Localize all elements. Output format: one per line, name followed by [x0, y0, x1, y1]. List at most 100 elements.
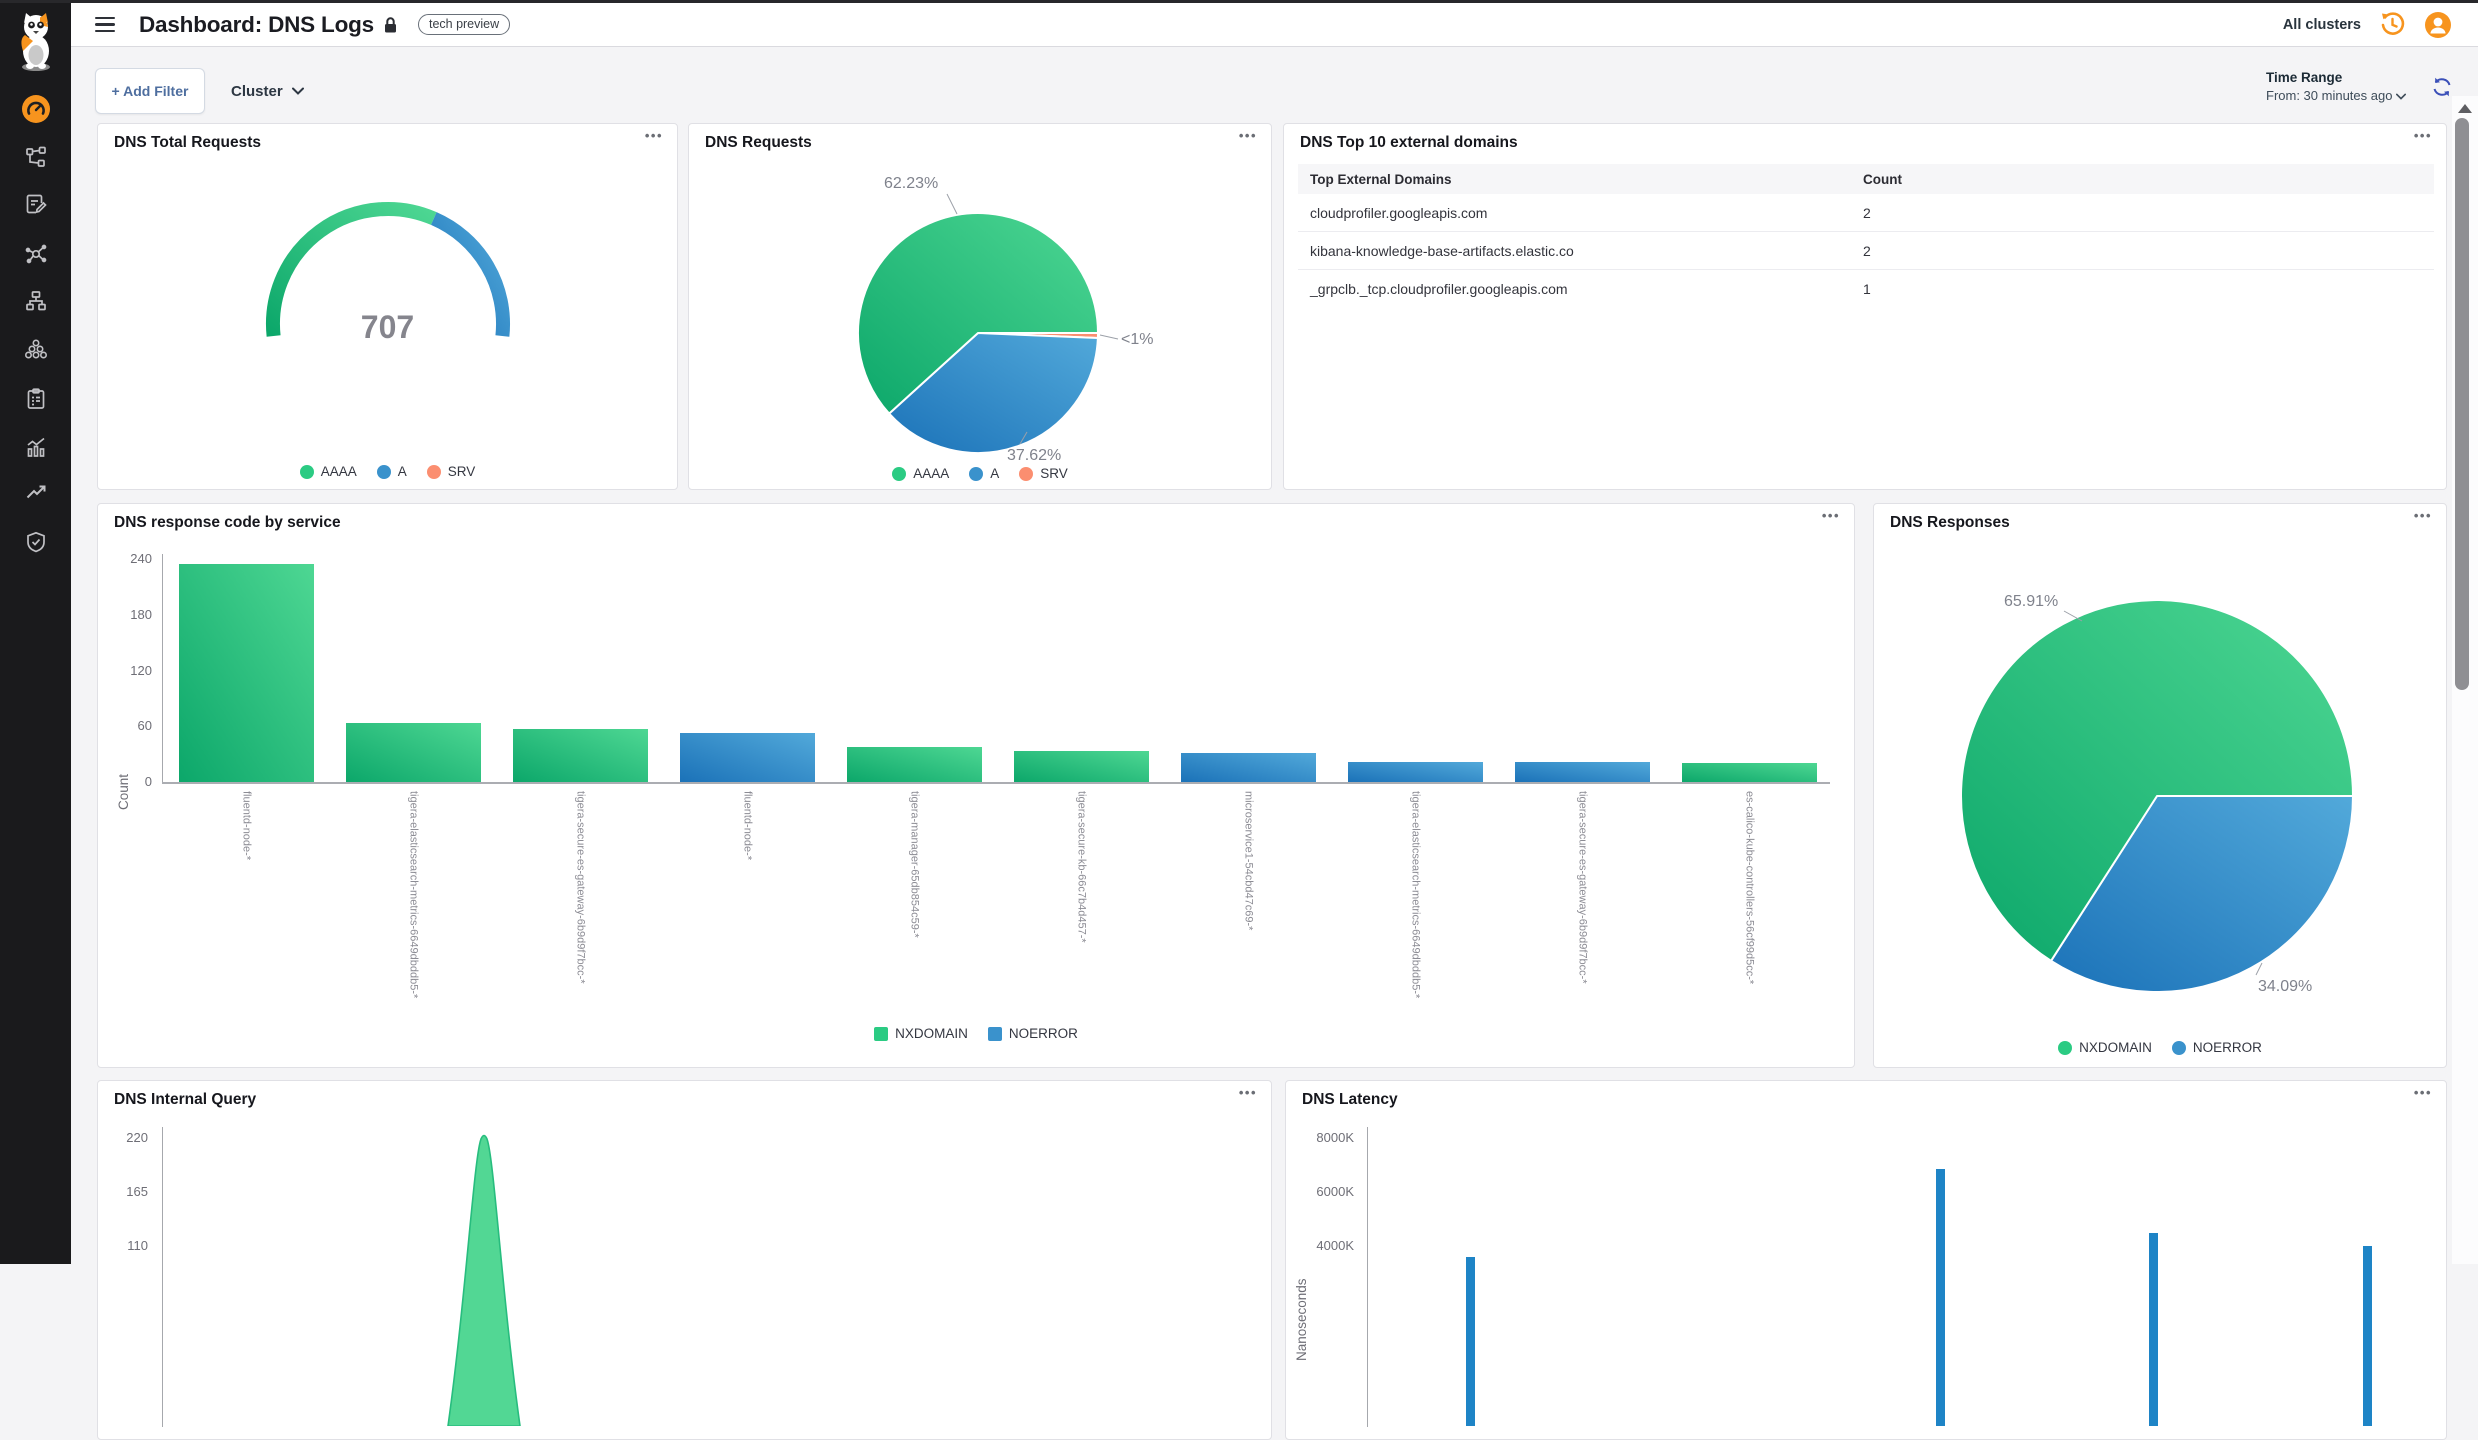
- panel-menu-button[interactable]: •••: [2413, 128, 2432, 143]
- history-icon[interactable]: [2379, 11, 2406, 38]
- sidebar-item-policies[interactable]: [20, 188, 52, 220]
- all-clusters-selector[interactable]: All clusters: [2282, 16, 2361, 33]
- table-row: _grpclb._tcp.cloudprofiler.googleapis.co…: [1298, 270, 2434, 308]
- gauge-arc-a[interactable]: [430, 212, 510, 337]
- legend-item-noerror[interactable]: NOERROR: [2171, 1040, 2262, 1055]
- lock-icon: [384, 16, 396, 32]
- bar-nxdomain[interactable]: [179, 564, 314, 782]
- legend-item-srv[interactable]: SRV: [426, 464, 475, 479]
- legend-item-noerror[interactable]: NOERROR: [987, 1026, 1078, 1041]
- bar-nxdomain[interactable]: [346, 723, 481, 782]
- y-tick: 8000K: [1316, 1130, 1354, 1145]
- bar-noerror[interactable]: [680, 733, 815, 782]
- scroll-thumb[interactable]: [2455, 118, 2469, 690]
- sitemap-icon: [26, 291, 46, 311]
- count-cell: 2: [1863, 242, 1871, 259]
- pie-slice-a[interactable]: [888, 332, 1099, 454]
- panel-dns-total-requests: DNS Total Requests ••• 707 AAAA A SRV: [97, 123, 678, 490]
- sidebar-item-compliance-reports[interactable]: [20, 383, 52, 415]
- legend-swatch: [874, 1026, 889, 1041]
- external-domains-table: Top External Domains Count cloudprofiler…: [1298, 164, 2434, 308]
- panel-dns-response-code-by-service: DNS response code by service ••• Count 0…: [97, 503, 1855, 1068]
- legend-dot: [2058, 1040, 2073, 1055]
- panel-title: DNS Requests: [705, 134, 812, 151]
- cluster-dropdown[interactable]: Cluster: [231, 68, 304, 114]
- x-axis-label: tigera-manager-65db854c59-*: [908, 791, 921, 938]
- panel-menu-button[interactable]: •••: [2413, 508, 2432, 523]
- legend-item-nxdomain[interactable]: NXDOMAIN: [874, 1026, 968, 1041]
- pie-label-aaaa: 62.23%: [884, 175, 938, 192]
- service-graph-icon: [26, 146, 46, 167]
- legend-item-nxdomain[interactable]: NXDOMAIN: [2058, 1040, 2152, 1055]
- column-header-count: Count: [1863, 171, 1902, 187]
- user-avatar-icon[interactable]: [2424, 11, 2452, 39]
- legend-dot: [1019, 466, 1034, 481]
- table-row: cloudprofiler.googleapis.com 2: [1298, 194, 2434, 232]
- add-filter-button[interactable]: + Add Filter: [95, 68, 205, 114]
- y-axis-line: [162, 554, 163, 783]
- legend-item-aaaa[interactable]: AAAA: [299, 464, 357, 479]
- refresh-icon[interactable]: [2430, 75, 2454, 99]
- panel-menu-button[interactable]: •••: [1821, 508, 1840, 523]
- header: Dashboard: DNS Logs tech preview All clu…: [71, 3, 2478, 47]
- y-tick: 220: [126, 1130, 148, 1145]
- panel-menu-button[interactable]: •••: [1238, 1085, 1257, 1100]
- chart-statistics-icon: [27, 437, 45, 457]
- sidebar-item-threat-defense[interactable]: [20, 526, 52, 558]
- panel-dns-top-10-external-domains: DNS Top 10 external domains ••• Top Exte…: [1283, 123, 2447, 490]
- y-axis-title: Nanoseconds: [1294, 1278, 1309, 1361]
- bar-noerror[interactable]: [1181, 753, 1316, 782]
- clipboard-icon: [27, 388, 45, 409]
- sidebar-item-clusters[interactable]: [20, 333, 52, 365]
- panel-menu-button[interactable]: •••: [1238, 128, 1257, 143]
- bar-noerror[interactable]: [1348, 762, 1483, 782]
- calico-cat-logo[interactable]: [11, 11, 61, 73]
- pie-chart: 62.23% <1% 37.62%: [857, 175, 1153, 464]
- sidebar-item-statistics[interactable]: [20, 431, 52, 463]
- bar-nxdomain[interactable]: [847, 747, 982, 782]
- panel-title: DNS Total Requests: [114, 134, 261, 151]
- x-axis-label: tigera-elasticsearch-metrics-6649dbddb5-…: [407, 791, 420, 999]
- panel-title: DNS Top 10 external domains: [1300, 134, 1518, 151]
- vertical-scrollbar: [2452, 96, 2478, 1264]
- latency-bar[interactable]: [2149, 1233, 2158, 1426]
- legend-item-aaaa[interactable]: AAAA: [892, 466, 949, 481]
- page-title: Dashboard: DNS Logs: [139, 11, 374, 37]
- panel-dns-responses: DNS Responses ••• 65.91% 34.09% NXDOMAIN…: [1873, 503, 2447, 1068]
- count-cell: 2: [1863, 204, 1871, 221]
- latency-bar[interactable]: [1466, 1257, 1475, 1426]
- pie-slice-nxdomain[interactable]: [1960, 599, 2354, 962]
- pie-slice-aaaa[interactable]: [857, 212, 1099, 415]
- latency-bar[interactable]: [1936, 1169, 1945, 1426]
- y-tick: 120: [130, 663, 152, 678]
- sidebar-item-service-graph[interactable]: [20, 141, 52, 173]
- bar-nxdomain[interactable]: [1014, 751, 1149, 782]
- document-pencil-icon: [26, 194, 47, 214]
- sidebar-item-dashboard[interactable]: [20, 93, 52, 125]
- hamburger-menu-icon[interactable]: [95, 16, 115, 33]
- panel-title: DNS Latency: [1302, 1091, 1398, 1108]
- bar-nxdomain[interactable]: [1682, 763, 1817, 782]
- bar-nxdomain[interactable]: [513, 729, 648, 782]
- bar-noerror[interactable]: [1515, 762, 1650, 782]
- legend: AAAA A SRV: [689, 466, 1271, 481]
- area-spike[interactable]: [447, 1134, 521, 1427]
- sidebar-item-nodes[interactable]: [20, 238, 52, 270]
- y-tick: 165: [126, 1184, 148, 1199]
- gauge-arc-aaaa[interactable]: [266, 202, 437, 337]
- panel-title: DNS response code by service: [114, 514, 341, 531]
- panel-title: DNS Responses: [1890, 514, 2010, 531]
- scroll-up-arrow[interactable]: [2458, 104, 2472, 113]
- pie-chart: 65.91% 34.09%: [1960, 593, 2354, 995]
- panel-menu-button[interactable]: •••: [644, 128, 663, 143]
- legend-item-a[interactable]: A: [376, 464, 407, 479]
- x-axis-label: tigera-secure-kb-66c7b4d457-*: [1075, 791, 1088, 943]
- latency-bar[interactable]: [2363, 1246, 2372, 1426]
- sidebar-item-timeline[interactable]: [20, 476, 52, 508]
- sidebar-item-endpoints[interactable]: [20, 285, 52, 317]
- legend-item-a[interactable]: A: [969, 466, 999, 481]
- legend-item-srv[interactable]: SRV: [1019, 466, 1068, 481]
- dashboard-gauge-icon: [22, 95, 50, 123]
- time-range-selector[interactable]: Time Range From: 30 minutes ago: [2266, 70, 2407, 103]
- panel-menu-button[interactable]: •••: [2413, 1085, 2432, 1100]
